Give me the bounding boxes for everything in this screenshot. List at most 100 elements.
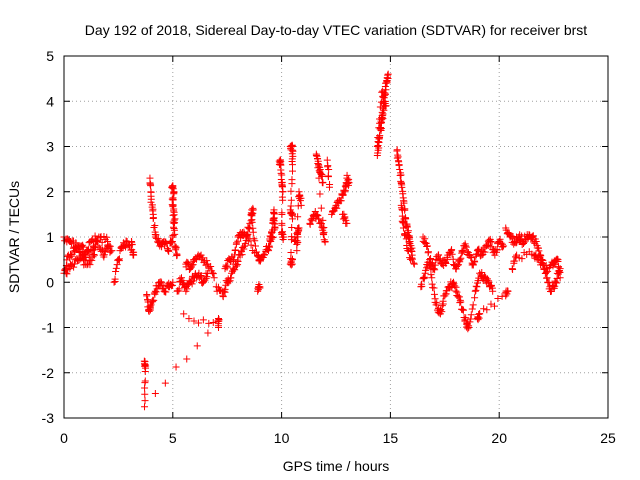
data-point bbox=[448, 246, 456, 254]
data-point bbox=[297, 201, 305, 209]
data-point bbox=[234, 258, 242, 266]
data-point bbox=[510, 257, 518, 265]
data-point bbox=[456, 258, 464, 266]
data-point bbox=[288, 215, 296, 223]
y-tick-label: 4 bbox=[46, 93, 54, 109]
data-point bbox=[468, 305, 476, 313]
data-point bbox=[396, 165, 404, 173]
data-point bbox=[72, 239, 80, 247]
data-point bbox=[544, 267, 552, 275]
data-point bbox=[491, 302, 499, 310]
data-point bbox=[459, 306, 467, 314]
data-point bbox=[439, 300, 447, 308]
data-point bbox=[454, 261, 462, 269]
data-point bbox=[462, 242, 470, 250]
data-point bbox=[457, 298, 465, 306]
data-point bbox=[315, 215, 323, 223]
x-tick-label: 0 bbox=[60, 430, 68, 446]
data-point bbox=[293, 231, 301, 239]
data-point bbox=[100, 251, 108, 259]
data-point bbox=[151, 221, 159, 229]
data-point bbox=[488, 284, 496, 292]
data-point bbox=[438, 308, 446, 316]
data-point bbox=[150, 296, 158, 304]
data-point bbox=[219, 293, 227, 301]
data-point bbox=[308, 217, 316, 225]
data-point bbox=[151, 389, 159, 397]
data-point bbox=[289, 167, 297, 175]
data-point bbox=[215, 316, 223, 324]
data-point bbox=[141, 397, 149, 405]
data-point bbox=[103, 233, 111, 241]
data-point bbox=[426, 261, 434, 269]
data-point bbox=[475, 310, 483, 318]
data-point bbox=[458, 305, 466, 313]
data-point bbox=[552, 278, 560, 286]
data-point bbox=[169, 218, 177, 226]
data-point bbox=[398, 205, 406, 213]
data-point bbox=[197, 272, 205, 280]
data-point bbox=[332, 203, 340, 211]
data-point bbox=[220, 287, 228, 295]
data-point bbox=[246, 235, 254, 243]
data-point bbox=[345, 175, 353, 183]
data-point bbox=[549, 283, 557, 291]
y-tick-label: -2 bbox=[42, 365, 55, 381]
data-point bbox=[112, 264, 120, 272]
data-point bbox=[421, 238, 429, 246]
data-point bbox=[205, 319, 213, 327]
data-point bbox=[376, 125, 384, 133]
data-point bbox=[162, 288, 170, 296]
y-tick-label: 2 bbox=[46, 184, 54, 200]
y-axis-label: SDTVAR / TECUs bbox=[6, 181, 22, 293]
data-point bbox=[405, 247, 413, 255]
data-point bbox=[64, 236, 72, 244]
data-point bbox=[255, 280, 263, 288]
data-point bbox=[419, 275, 427, 283]
data-point bbox=[287, 202, 295, 210]
x-tick-label: 15 bbox=[383, 430, 399, 446]
data-point bbox=[453, 288, 461, 296]
data-point bbox=[260, 250, 268, 258]
data-point bbox=[231, 266, 239, 274]
data-point bbox=[158, 279, 166, 287]
data-point bbox=[145, 307, 153, 315]
data-point bbox=[538, 256, 546, 264]
data-point bbox=[169, 196, 177, 204]
data-point bbox=[403, 223, 411, 231]
data-point bbox=[251, 237, 259, 245]
x-axis-label: GPS time / hours bbox=[283, 458, 390, 474]
data-point bbox=[376, 103, 384, 111]
data-point bbox=[342, 216, 350, 224]
data-point bbox=[474, 246, 482, 254]
data-point bbox=[210, 274, 218, 282]
data-point bbox=[70, 263, 78, 271]
data-point bbox=[469, 261, 477, 269]
data-point bbox=[315, 167, 323, 175]
data-point bbox=[143, 290, 151, 298]
data-point bbox=[338, 190, 346, 198]
data-point bbox=[324, 173, 332, 181]
data-point bbox=[293, 247, 301, 255]
data-point bbox=[161, 379, 169, 387]
data-point bbox=[223, 263, 231, 271]
data-point bbox=[110, 278, 118, 286]
data-point bbox=[279, 236, 287, 244]
data-point bbox=[164, 246, 172, 254]
data-point bbox=[324, 162, 332, 170]
data-point bbox=[278, 210, 286, 218]
data-point bbox=[112, 267, 120, 275]
data-point bbox=[294, 202, 302, 210]
data-point bbox=[428, 274, 436, 282]
data-point bbox=[293, 237, 301, 245]
data-point bbox=[93, 237, 101, 245]
data-point bbox=[247, 241, 255, 249]
data-point bbox=[520, 240, 528, 248]
data-point bbox=[534, 244, 542, 252]
data-point bbox=[107, 247, 115, 255]
data-point bbox=[225, 277, 233, 285]
data-point bbox=[465, 322, 473, 330]
data-point bbox=[288, 223, 296, 231]
data-point bbox=[420, 273, 428, 281]
